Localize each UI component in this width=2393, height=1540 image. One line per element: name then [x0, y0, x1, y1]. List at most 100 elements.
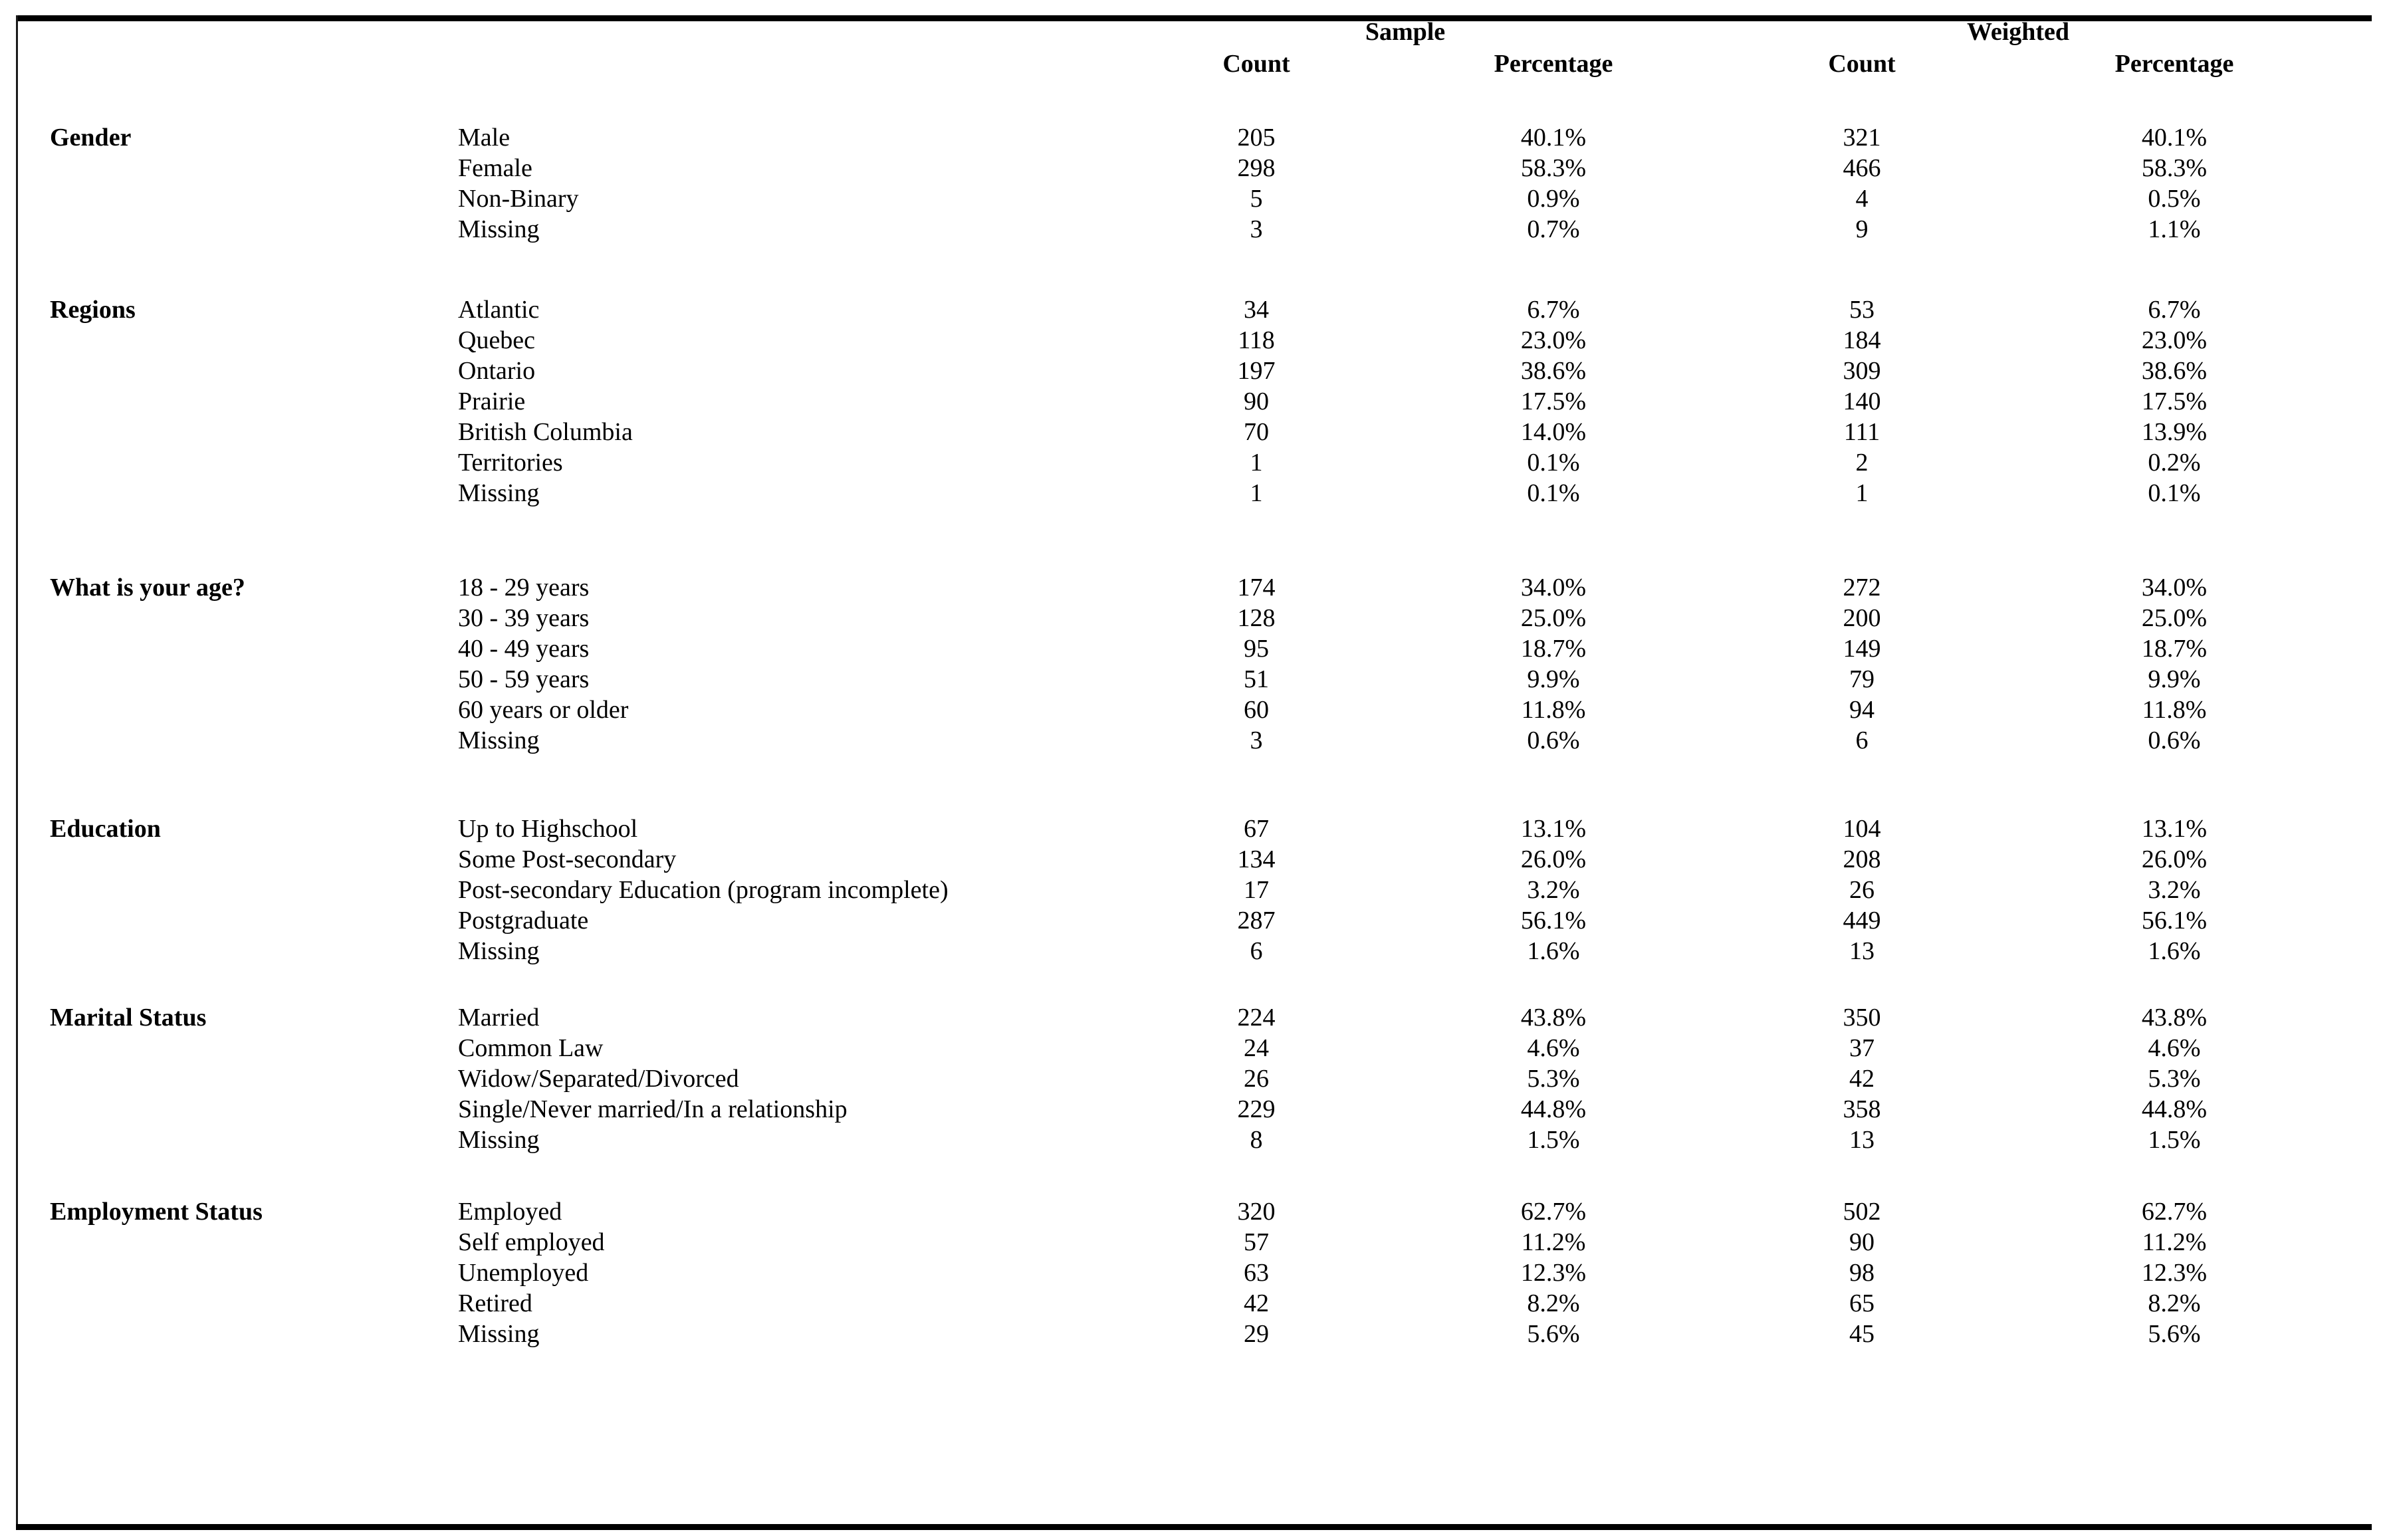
item-label: Ontario — [458, 357, 536, 385]
table-row: Education Up to Highschool 67 13.1% 104 13.1% — [16, 814, 2372, 844]
sample-percentage-cell: 56.1% — [1520, 907, 1587, 935]
section-education: Education Up to Highschool 67 13.1% 104 13.1%… — [16, 814, 2372, 966]
table-row: Missing 3 0.7% 9 1.1% — [16, 214, 2372, 245]
weighted-count-cell: 45 — [1849, 1320, 1875, 1348]
weighted-group-header: Weighted — [1966, 18, 2070, 46]
item-label: Atlantic — [458, 296, 540, 324]
weighted-count-cell: 9 — [1855, 215, 1869, 243]
table-row: Postgraduate 287 56.1% 449 56.1% — [16, 905, 2372, 936]
sample-percentage-cell: 25.0% — [1520, 604, 1587, 632]
item-label: Female — [458, 154, 532, 182]
weighted-count-cell: 53 — [1849, 296, 1875, 324]
sample-percentage-cell: 4.6% — [1527, 1034, 1580, 1062]
weighted-percentage-cell: 11.2% — [2142, 1228, 2207, 1256]
weighted-percentage-cell: 5.3% — [2148, 1065, 2201, 1093]
item-label: Non-Binary — [458, 185, 579, 213]
sample-count-cell: 5 — [1250, 185, 1263, 213]
section-employment-status: Employment Status Employed 320 62.7% 502 62.7… — [16, 1196, 2372, 1349]
weighted-percentage-cell: 56.1% — [2141, 907, 2208, 935]
sample-percentage-cell: 8.2% — [1527, 1289, 1580, 1317]
sample-percentage-header: Percentage — [1494, 50, 1613, 78]
category-label: What is your age? — [50, 574, 245, 602]
table-row: Missing 3 0.6% 6 0.6% — [16, 725, 2372, 756]
category-label: Regions — [50, 296, 136, 324]
weighted-count-cell: 98 — [1849, 1259, 1875, 1287]
category-label — [16, 1063, 458, 1094]
table-left-border — [16, 15, 18, 1530]
category-label — [16, 1125, 458, 1155]
weighted-count-cell: 309 — [1843, 357, 1881, 385]
weighted-count-cell: 449 — [1843, 907, 1881, 935]
spacer — [16, 49, 458, 79]
sample-count-cell: 197 — [1237, 357, 1276, 385]
weighted-percentage-header: Percentage — [2114, 50, 2234, 78]
weighted-percentage-cell: 26.0% — [2141, 845, 2208, 873]
column-header-row: Count Percentage Count Percentage — [16, 49, 2372, 79]
category-label — [16, 1033, 458, 1063]
sample-count-cell: 174 — [1237, 574, 1276, 602]
weighted-count-cell: 321 — [1843, 124, 1881, 152]
category-label — [16, 447, 458, 478]
table-row: Missing 8 1.5% 13 1.5% — [16, 1125, 2372, 1155]
sample-percentage-cell: 44.8% — [1520, 1095, 1587, 1123]
table-row: Missing 1 0.1% 1 0.1% — [16, 478, 2372, 508]
weighted-percentage-cell: 11.8% — [2142, 696, 2207, 724]
weighted-count-cell: 466 — [1843, 154, 1881, 182]
sample-count-cell: 320 — [1237, 1198, 1276, 1226]
table-row: Widow/Separated/Divorced 26 5.3% 42 5.3% — [16, 1063, 2372, 1094]
sample-count-cell: 3 — [1250, 726, 1263, 754]
sample-percentage-cell: 12.3% — [1520, 1259, 1587, 1287]
sample-count-cell: 8 — [1250, 1126, 1263, 1154]
table-row: Post-secondary Education (program incomp… — [16, 875, 2372, 905]
sample-count-cell: 17 — [1244, 876, 1269, 904]
weighted-count-cell: 94 — [1849, 696, 1875, 724]
demographics-table: Sample Weighted Count Percentage Count P… — [16, 0, 2372, 1540]
sample-count-header: Count — [1222, 50, 1290, 78]
table-row: Employment Status Employed 320 62.7% 502 62.7… — [16, 1196, 2372, 1227]
item-label: Missing — [458, 1126, 540, 1154]
section-what-is-your-age: What is your age? 18 - 29 years 174 34.0% 27… — [16, 572, 2372, 756]
sample-count-cell: 34 — [1244, 296, 1269, 324]
item-label: Male — [458, 124, 511, 152]
weighted-percentage-cell: 44.8% — [2141, 1095, 2208, 1123]
section-marital-status: Marital Status Married 224 43.8% 350 43.8% Com… — [16, 1002, 2372, 1155]
weighted-count-cell: 111 — [1843, 418, 1880, 446]
sample-count-cell: 57 — [1244, 1228, 1269, 1256]
weighted-percentage-cell: 43.8% — [2141, 1004, 2208, 1032]
sample-count-cell: 205 — [1237, 124, 1276, 152]
sample-count-cell: 224 — [1237, 1004, 1276, 1032]
weighted-count-cell: 2 — [1855, 449, 1869, 477]
item-label: Retired — [458, 1289, 532, 1317]
spacer — [458, 49, 1153, 79]
sample-count-cell: 51 — [1244, 665, 1269, 693]
table-row: Prairie 90 17.5% 140 17.5% — [16, 386, 2372, 417]
sample-percentage-cell: 1.5% — [1527, 1126, 1580, 1154]
weighted-percentage-cell: 3.2% — [2148, 876, 2201, 904]
sample-count-cell: 1 — [1250, 449, 1263, 477]
category-label: Gender — [50, 124, 132, 152]
sample-percentage-cell: 62.7% — [1520, 1198, 1587, 1226]
table-row: 60 years or older 60 11.8% 94 11.8% — [16, 695, 2372, 725]
category-label — [16, 695, 458, 725]
table-top-rule — [16, 15, 2372, 21]
item-label: Missing — [458, 215, 540, 243]
item-label: Missing — [458, 1320, 540, 1348]
weighted-count-cell: 350 — [1843, 1004, 1881, 1032]
category-label — [16, 1319, 458, 1349]
sample-percentage-cell: 43.8% — [1520, 1004, 1587, 1032]
sample-group-header: Sample — [1365, 18, 1446, 46]
table-row: 40 - 49 years 95 18.7% 149 18.7% — [16, 633, 2372, 664]
weighted-percentage-cell: 0.5% — [2148, 185, 2201, 213]
category-label: Education — [50, 815, 161, 843]
sample-count-cell: 287 — [1237, 907, 1276, 935]
weighted-percentage-cell: 8.2% — [2148, 1289, 2201, 1317]
weighted-percentage-cell: 40.1% — [2141, 124, 2208, 152]
table-row: Ontario 197 38.6% 309 38.6% — [16, 356, 2372, 386]
category-label — [16, 633, 458, 664]
category-label — [16, 386, 458, 417]
weighted-count-cell: 358 — [1843, 1095, 1881, 1123]
item-label: 40 - 49 years — [458, 635, 590, 663]
sample-count-cell: 63 — [1244, 1259, 1269, 1287]
category-label — [16, 664, 458, 695]
item-label: Prairie — [458, 387, 526, 415]
